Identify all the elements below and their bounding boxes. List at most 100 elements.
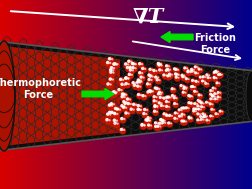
Circle shape	[137, 79, 144, 86]
Circle shape	[121, 105, 128, 112]
Circle shape	[121, 92, 124, 96]
Circle shape	[214, 112, 220, 118]
Circle shape	[111, 91, 115, 94]
Circle shape	[144, 95, 147, 97]
Circle shape	[176, 118, 178, 120]
Circle shape	[162, 97, 164, 99]
Circle shape	[183, 114, 185, 116]
Circle shape	[158, 122, 161, 125]
Circle shape	[127, 103, 129, 105]
Circle shape	[201, 112, 204, 115]
Circle shape	[171, 74, 173, 76]
Circle shape	[130, 108, 133, 111]
Circle shape	[153, 121, 160, 128]
Circle shape	[115, 107, 122, 114]
Circle shape	[137, 62, 144, 69]
Circle shape	[158, 121, 164, 128]
Circle shape	[129, 98, 131, 101]
Circle shape	[194, 86, 196, 88]
Circle shape	[124, 76, 131, 83]
Circle shape	[129, 67, 131, 69]
Circle shape	[128, 65, 135, 72]
Circle shape	[112, 90, 116, 94]
Circle shape	[130, 103, 132, 105]
Circle shape	[108, 77, 115, 84]
Circle shape	[141, 72, 143, 74]
Circle shape	[197, 99, 200, 102]
Circle shape	[140, 122, 147, 129]
Circle shape	[130, 61, 132, 63]
Circle shape	[157, 126, 159, 128]
Circle shape	[119, 127, 126, 134]
Circle shape	[203, 102, 205, 105]
Circle shape	[161, 120, 167, 127]
Circle shape	[190, 102, 193, 105]
Circle shape	[164, 99, 171, 106]
Circle shape	[168, 65, 170, 67]
Circle shape	[190, 70, 194, 73]
Circle shape	[176, 97, 178, 99]
Circle shape	[159, 96, 162, 99]
Circle shape	[164, 122, 166, 124]
Circle shape	[170, 122, 172, 125]
Circle shape	[141, 63, 143, 65]
Circle shape	[217, 72, 224, 78]
Circle shape	[182, 86, 188, 93]
Circle shape	[218, 73, 221, 76]
Circle shape	[120, 128, 123, 131]
Circle shape	[153, 105, 156, 108]
Circle shape	[136, 107, 143, 114]
Circle shape	[177, 69, 179, 71]
Circle shape	[194, 71, 200, 77]
Circle shape	[180, 73, 186, 80]
Circle shape	[131, 62, 134, 65]
Circle shape	[129, 107, 136, 114]
Circle shape	[172, 67, 179, 73]
Circle shape	[131, 74, 133, 76]
Circle shape	[173, 67, 180, 74]
Circle shape	[122, 93, 125, 96]
Circle shape	[198, 100, 204, 106]
Circle shape	[208, 114, 215, 120]
Circle shape	[106, 61, 109, 64]
Circle shape	[210, 94, 217, 101]
FancyArrow shape	[82, 88, 114, 99]
Circle shape	[173, 96, 176, 99]
Circle shape	[123, 102, 127, 105]
Circle shape	[186, 70, 192, 76]
Circle shape	[198, 115, 205, 121]
Circle shape	[189, 101, 195, 108]
Circle shape	[165, 98, 168, 100]
Circle shape	[157, 101, 164, 108]
Circle shape	[205, 73, 211, 79]
Circle shape	[213, 71, 216, 74]
Circle shape	[167, 113, 174, 120]
Circle shape	[137, 93, 140, 96]
Circle shape	[213, 76, 216, 79]
Circle shape	[158, 68, 161, 71]
Circle shape	[210, 107, 216, 114]
Circle shape	[164, 120, 166, 122]
Circle shape	[113, 106, 120, 113]
Circle shape	[148, 74, 155, 81]
Circle shape	[138, 71, 141, 74]
Circle shape	[113, 112, 116, 115]
Circle shape	[140, 123, 144, 127]
Circle shape	[146, 123, 153, 130]
Circle shape	[136, 107, 143, 114]
Circle shape	[166, 68, 169, 71]
Circle shape	[140, 94, 142, 96]
Circle shape	[187, 116, 191, 119]
Circle shape	[126, 66, 129, 69]
Circle shape	[194, 71, 197, 74]
Circle shape	[203, 114, 209, 120]
Circle shape	[183, 66, 189, 73]
Circle shape	[216, 95, 219, 98]
Circle shape	[167, 121, 170, 125]
Circle shape	[159, 118, 162, 121]
Circle shape	[134, 63, 136, 65]
Circle shape	[109, 65, 116, 73]
Circle shape	[199, 105, 201, 107]
Circle shape	[159, 103, 166, 110]
Circle shape	[192, 89, 199, 96]
